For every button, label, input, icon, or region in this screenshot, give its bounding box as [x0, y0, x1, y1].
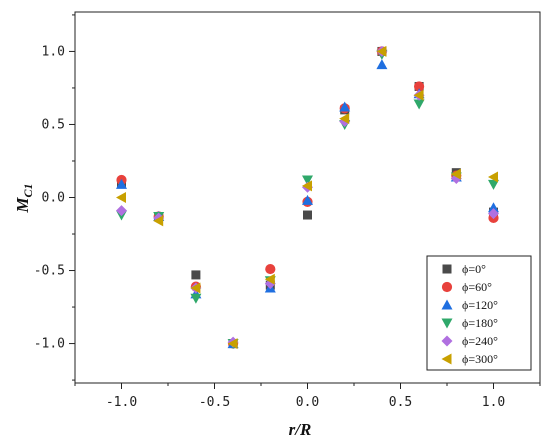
series-5 — [116, 45, 498, 350]
data-points — [116, 45, 499, 350]
legend-marker — [441, 281, 453, 293]
data-point — [488, 202, 499, 213]
data-point — [488, 208, 499, 220]
data-point — [450, 168, 461, 180]
data-point — [376, 59, 388, 70]
y-axis-label: MC1 — [13, 183, 35, 213]
data-point — [190, 293, 202, 304]
data-point — [413, 89, 424, 101]
x-tick-label: 0.5 — [389, 395, 412, 410]
x-axis-label: r/R — [289, 420, 312, 439]
y-tick-label: -0.5 — [34, 264, 65, 279]
data-point — [227, 338, 238, 350]
x-tick-label: -1.0 — [106, 395, 137, 410]
legend-marker — [441, 335, 453, 347]
data-point — [414, 81, 425, 92]
data-point — [116, 192, 126, 203]
data-point — [116, 205, 127, 217]
x-tick-label: 1.0 — [482, 395, 505, 410]
x-tick-label: -0.5 — [199, 395, 230, 410]
data-point — [339, 101, 351, 112]
legend-box — [426, 255, 532, 371]
data-point — [488, 171, 498, 183]
legend-entry-label: ϕ=60° — [462, 280, 492, 294]
y-tick-label: 0.5 — [42, 117, 65, 132]
data-point — [339, 113, 350, 125]
y-axis-label-main: M — [13, 197, 32, 214]
data-point — [302, 175, 313, 186]
legend: ϕ=0° ϕ=60° ϕ=120° ϕ=180° ϕ=240° ϕ=300° — [426, 255, 532, 371]
y-axis-ticks: -1.0 -0.5 0.0 0.5 1.0 — [34, 14, 75, 381]
data-point — [303, 210, 312, 220]
y-tick-label: 0.0 — [42, 191, 65, 206]
legend-marker — [441, 318, 453, 329]
legend-marker — [441, 299, 453, 310]
legend-entry-label: ϕ=120° — [462, 298, 498, 312]
data-point — [265, 263, 276, 275]
legend-entry-label: ϕ=240° — [462, 334, 498, 348]
legend-marker — [442, 264, 452, 274]
y-tick-label: -1.0 — [34, 337, 65, 352]
data-point — [302, 194, 313, 205]
data-point — [488, 179, 499, 190]
data-point — [376, 45, 387, 57]
legend-entry-label: ϕ=180° — [462, 316, 498, 330]
data-point — [413, 99, 425, 110]
data-point — [302, 180, 312, 192]
y-tick-label: 1.0 — [42, 44, 65, 59]
data-point — [191, 270, 201, 280]
data-point — [190, 282, 201, 294]
data-point — [116, 178, 127, 189]
data-point — [264, 273, 275, 285]
legend-entry-label: ϕ=300° — [462, 352, 498, 366]
x-axis-ticks: -1.0 -0.5 0.0 0.5 1.0 — [74, 383, 541, 410]
data-point — [153, 215, 164, 227]
legend-entry-label: ϕ=0° — [462, 262, 486, 276]
y-axis-label-sub: C1 — [21, 183, 35, 197]
x-tick-label: 0.0 — [296, 395, 319, 410]
legend-marker — [441, 353, 452, 365]
